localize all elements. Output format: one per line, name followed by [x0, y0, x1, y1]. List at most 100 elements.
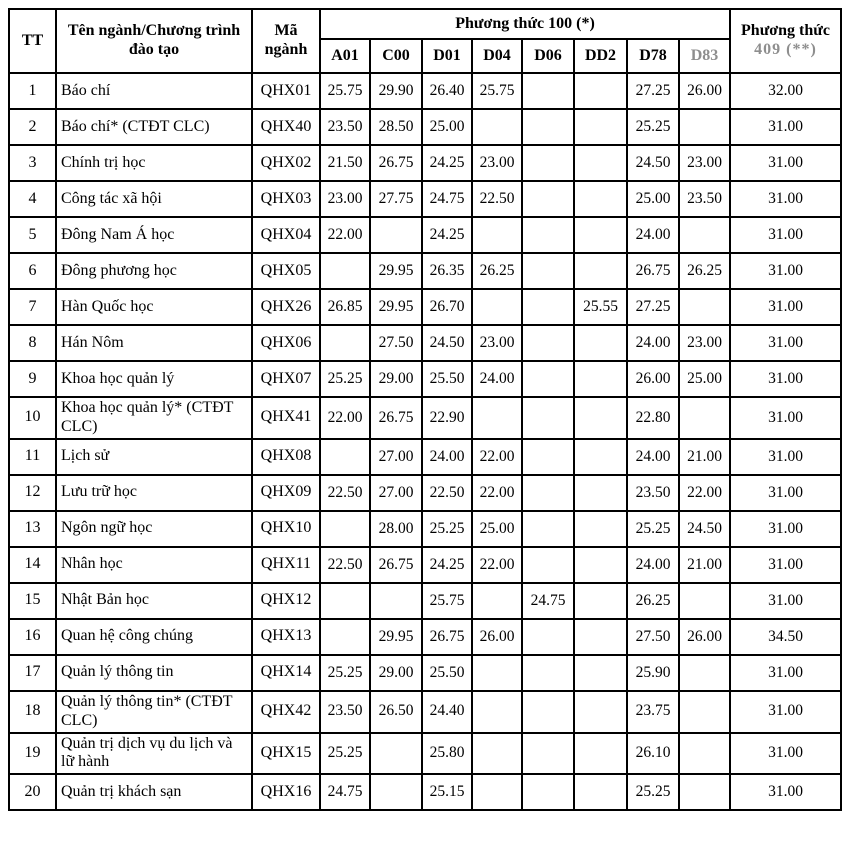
table-row: 14 Nhân học QHX11 22.50 26.75 24.25 22.0… — [8, 545, 842, 584]
score-cell-c00: 28.00 — [369, 509, 423, 548]
score-cell-d04 — [471, 731, 523, 776]
row-number-cell: 8 — [8, 324, 57, 362]
score-cell-a01 — [319, 509, 371, 548]
program-name-cell: Khoa học quản lý — [55, 360, 253, 398]
program-name-cell: Nhật Bản học — [55, 581, 253, 620]
score-cell-d83: 22.00 — [678, 473, 731, 512]
score-cell-d83 — [678, 731, 731, 776]
score-cell-c00: 28.50 — [369, 108, 423, 146]
table-row: 11 Lịch sử QHX08 27.00 24.00 22.00 24.00… — [8, 437, 842, 476]
score-cell-d06 — [521, 437, 575, 476]
program-name-cell: Báo chí* (CTĐT CLC) — [55, 108, 253, 146]
score-cell-d78: 23.75 — [626, 689, 680, 734]
header-block-d01: D01 — [421, 38, 473, 74]
major-code-cell: QHX05 — [251, 252, 321, 290]
score-cell-d04 — [471, 689, 523, 734]
score-cell-d01: 25.80 — [421, 731, 473, 776]
row-number-cell: 15 — [8, 581, 57, 620]
header-block-d78: D78 — [626, 38, 680, 74]
score-cell-d78: 26.25 — [626, 581, 680, 620]
major-code-cell: QHX42 — [251, 689, 321, 734]
header-method-409-label: Phương thức — [741, 22, 830, 40]
score-cell-d01: 26.35 — [421, 252, 473, 290]
score-cell-d01: 24.40 — [421, 689, 473, 734]
score-cell-dd2 — [573, 689, 628, 734]
score-cell-dd2 — [573, 545, 628, 584]
table-body: 1 Báo chí QHX01 25.75 29.90 26.40 25.75 … — [8, 72, 842, 812]
score-cell-c00: 29.95 — [369, 252, 423, 290]
score-cell-d83 — [678, 288, 731, 326]
table-row: 15 Nhật Bản học QHX12 25.75 24.75 26.25 … — [8, 581, 842, 620]
score-cell-d83 — [678, 689, 731, 734]
program-name-cell: Chính trị học — [55, 144, 253, 182]
method-409-score-cell: 31.00 — [729, 216, 842, 254]
score-cell-d06 — [521, 324, 575, 362]
score-cell-d04 — [471, 108, 523, 146]
score-cell-d06 — [521, 653, 575, 692]
program-name-cell: Nhân học — [55, 545, 253, 584]
score-cell-d78: 26.10 — [626, 731, 680, 776]
score-cell-d01: 22.90 — [421, 396, 473, 440]
major-code-cell: QHX09 — [251, 473, 321, 512]
score-cell-d01: 25.50 — [421, 653, 473, 692]
method-409-score-cell: 31.00 — [729, 108, 842, 146]
score-cell-dd2 — [573, 108, 628, 146]
method-409-score-cell: 31.00 — [729, 180, 842, 218]
score-cell-d01: 24.25 — [421, 216, 473, 254]
score-cell-d04: 22.00 — [471, 473, 523, 512]
row-number-cell: 3 — [8, 144, 57, 182]
major-code-cell: QHX03 — [251, 180, 321, 218]
score-cell-d01: 25.15 — [421, 773, 473, 812]
row-number-cell: 20 — [8, 773, 57, 812]
method-409-score-cell: 31.00 — [729, 731, 842, 776]
row-number-cell: 12 — [8, 473, 57, 512]
score-cell-a01: 25.25 — [319, 360, 371, 398]
score-cell-a01: 25.25 — [319, 653, 371, 692]
row-number-cell: 17 — [8, 653, 57, 692]
score-cell-a01: 22.50 — [319, 473, 371, 512]
table-row: 8 Hán Nôm QHX06 27.50 24.50 23.00 24.00 … — [8, 324, 842, 362]
major-code-cell: QHX04 — [251, 216, 321, 254]
table-row: 3 Chính trị học QHX02 21.50 26.75 24.25 … — [8, 144, 842, 182]
major-code-cell: QHX11 — [251, 545, 321, 584]
score-cell-c00 — [369, 731, 423, 776]
header-block-dd2: DD2 — [573, 38, 628, 74]
program-name-cell: Đông phương học — [55, 252, 253, 290]
score-cell-a01: 21.50 — [319, 144, 371, 182]
score-cell-c00: 29.95 — [369, 288, 423, 326]
score-cell-dd2 — [573, 360, 628, 398]
score-cell-d83 — [678, 653, 731, 692]
method-409-score-cell: 31.00 — [729, 144, 842, 182]
score-cell-d01: 25.25 — [421, 509, 473, 548]
score-cell-d01: 25.50 — [421, 360, 473, 398]
header-method-100: Phương thức 100 (*) — [319, 8, 731, 40]
score-cell-d04 — [471, 396, 523, 440]
major-code-cell: QHX08 — [251, 437, 321, 476]
method-409-score-cell: 31.00 — [729, 396, 842, 440]
score-cell-dd2 — [573, 617, 628, 656]
score-cell-d01: 25.00 — [421, 108, 473, 146]
score-cell-d78: 24.00 — [626, 437, 680, 476]
score-cell-d01: 26.70 — [421, 288, 473, 326]
program-name-cell: Lưu trữ học — [55, 473, 253, 512]
score-cell-d78: 26.75 — [626, 252, 680, 290]
score-cell-d04: 25.00 — [471, 509, 523, 548]
score-cell-dd2 — [573, 773, 628, 812]
header-block-d06: D06 — [521, 38, 575, 74]
table-row: 2 Báo chí* (CTĐT CLC) QHX40 23.50 28.50 … — [8, 108, 842, 146]
score-cell-d83 — [678, 581, 731, 620]
score-cell-a01: 22.50 — [319, 545, 371, 584]
score-cell-c00: 27.00 — [369, 437, 423, 476]
score-cell-a01 — [319, 617, 371, 656]
program-name-cell: Quản lý thông tin — [55, 653, 253, 692]
method-409-score-cell: 34.50 — [729, 617, 842, 656]
score-cell-d04 — [471, 581, 523, 620]
score-cell-d83 — [678, 108, 731, 146]
row-number-cell: 2 — [8, 108, 57, 146]
score-cell-dd2 — [573, 731, 628, 776]
score-cell-d04: 25.75 — [471, 72, 523, 110]
table-row: 9 Khoa học quản lý QHX07 25.25 29.00 25.… — [8, 360, 842, 398]
program-name-cell: Công tác xã hội — [55, 180, 253, 218]
score-cell-dd2 — [573, 473, 628, 512]
score-cell-d83: 25.00 — [678, 360, 731, 398]
